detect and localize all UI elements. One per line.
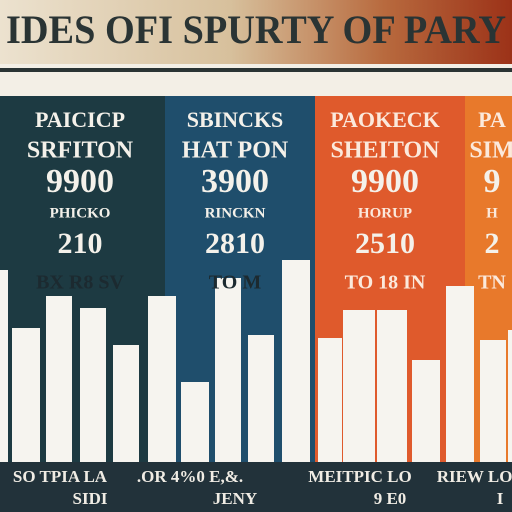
bar — [480, 340, 506, 462]
footer-text: I — [497, 489, 504, 508]
panel-text: 2810 — [205, 227, 265, 260]
bar — [113, 345, 139, 462]
panel-text: PAICICP — [35, 107, 125, 132]
panel-text: 9 — [484, 163, 501, 200]
panel-text: HAT PON — [182, 138, 289, 164]
bar — [12, 328, 40, 462]
footer-text: 9 E0 — [374, 489, 407, 508]
panel-text: 9900 — [351, 163, 419, 200]
bar — [215, 278, 241, 462]
footer-text: JENY — [213, 489, 257, 508]
footer-band — [0, 462, 512, 512]
panel-text: PA — [478, 107, 506, 132]
panel-text: TN — [478, 272, 506, 294]
panel-text: TO M — [209, 272, 262, 294]
footer-text: RIEW LO I — [437, 467, 512, 486]
bar — [282, 260, 310, 462]
bar — [377, 310, 407, 462]
title: IDES OFI SPURTY OF PARY — [6, 7, 506, 52]
panel-text: 210 — [58, 227, 103, 260]
panel-text: BX R8 SV — [36, 272, 124, 294]
bar — [446, 286, 474, 462]
panel-text: HORUP — [358, 205, 412, 221]
bar — [46, 296, 72, 462]
bar — [318, 338, 342, 462]
panel-text: SHEITON — [331, 138, 441, 164]
bar — [508, 330, 512, 462]
footer-text: SO TPIA LA — [13, 467, 108, 486]
bar — [80, 308, 106, 462]
panel-text: 2510 — [355, 227, 415, 260]
panel-text: PAOKECK — [330, 107, 440, 132]
footer-text: SIDI — [73, 489, 108, 508]
divider — [0, 68, 512, 72]
panel-text: PHICKO — [50, 205, 111, 221]
panel-text: RINCKN — [205, 205, 266, 221]
panel-text: TO 18 IN — [345, 272, 426, 294]
panel-text: H — [486, 205, 498, 221]
panel-text: SBINCKS — [187, 107, 284, 132]
panel-text: SIM — [469, 138, 512, 164]
panel-text: SRFITON — [27, 138, 134, 164]
panel-text: 3900 — [201, 163, 269, 200]
header-band — [0, 0, 512, 64]
bar — [0, 270, 8, 462]
footer-text: MEITPIC LO — [308, 467, 411, 486]
bar — [148, 296, 176, 462]
footer-text: .OR 4%0 E,&. — [137, 467, 243, 486]
bar — [248, 335, 274, 462]
bar — [343, 310, 375, 462]
panel-text: 2 — [485, 227, 500, 260]
bar — [181, 382, 209, 462]
bar — [412, 360, 440, 462]
panel-text: 9900 — [46, 163, 114, 200]
